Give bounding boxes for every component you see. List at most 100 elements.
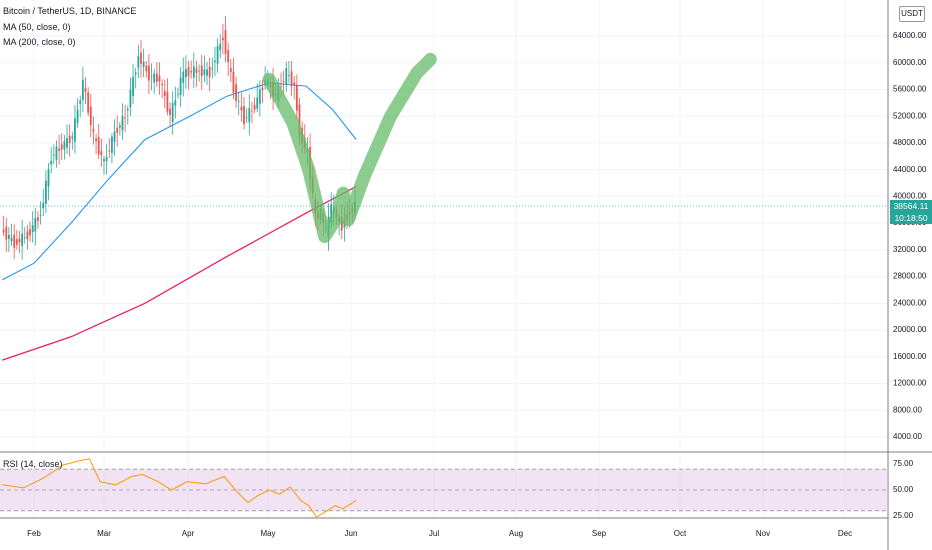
candle-body: [219, 43, 222, 51]
candle-body: [182, 71, 185, 83]
candle-body: [282, 81, 285, 82]
candle-body: [116, 127, 119, 133]
time-axis-label: Sep: [592, 529, 607, 538]
candle-body: [113, 131, 116, 142]
candle-body: [190, 70, 193, 73]
candle-body: [21, 233, 24, 246]
candle-body: [203, 69, 206, 75]
ma50-path: [2, 82, 357, 281]
price-axis-label: 4000.00: [893, 432, 922, 441]
candle-body: [118, 125, 121, 128]
candle-body: [214, 60, 216, 62]
price-axis-labels: 4000.00 8000.00 12000.00 16000.00 20000.00 24…: [893, 31, 927, 441]
time-axis-label: Oct: [674, 529, 687, 538]
candle-body: [42, 202, 45, 209]
rsi-legend[interactable]: RSI (14, close): [3, 459, 63, 469]
candle-body: [63, 141, 66, 150]
candle-body: [166, 91, 169, 112]
candle-body: [198, 70, 201, 72]
candle-body: [84, 88, 87, 92]
candle-body: [137, 56, 140, 68]
candle-body: [74, 118, 76, 142]
candle-body: [18, 238, 21, 243]
time-axis-label: Jul: [429, 529, 439, 538]
candle-body: [330, 204, 333, 223]
candle-body: [44, 180, 47, 204]
price-axis-label: 8000.00: [893, 405, 922, 414]
candle-body: [39, 214, 42, 216]
candle-body: [29, 229, 31, 236]
time-axis-label: Jun: [345, 529, 358, 538]
candle-body: [134, 72, 137, 75]
candle-body: [140, 52, 142, 64]
rsi-axis-label: 25.00: [893, 511, 914, 520]
candle-body: [37, 217, 39, 222]
price-axis-label: 48000.00: [893, 138, 927, 147]
candle-body: [92, 128, 95, 132]
candle-body: [89, 106, 92, 126]
price-axis-label: 60000.00: [893, 58, 927, 67]
candle-body: [200, 65, 203, 77]
candle-body: [76, 109, 79, 123]
candle-body: [105, 156, 108, 162]
candle-body: [79, 100, 82, 104]
currency-badge[interactable]: USDT: [899, 6, 925, 22]
candle-body: [155, 73, 158, 82]
candle-body: [55, 146, 58, 160]
candle-body: [52, 154, 55, 156]
rsi-axis-label: 75.00: [893, 459, 914, 468]
candle-body: [161, 83, 164, 86]
price-axis-label: 40000.00: [893, 192, 927, 201]
time-axis-label: Feb: [27, 529, 41, 538]
candle-body: [132, 77, 134, 96]
candle-body: [103, 159, 105, 162]
candle-body: [2, 229, 5, 233]
candle-body: [60, 144, 63, 150]
candle-body: [158, 75, 161, 82]
candle-body: [87, 92, 90, 113]
candle-body: [256, 97, 259, 109]
candle-body: [208, 66, 211, 78]
ma200-legend[interactable]: MA (200, close, 0): [3, 37, 76, 47]
candle-body: [295, 84, 298, 111]
candle-body: [184, 68, 187, 78]
hand-drawn-path[interactable]: [262, 52, 437, 243]
candle-body: [298, 104, 301, 137]
candle-body: [142, 61, 145, 67]
candle-body: [153, 73, 156, 83]
candle-body: [280, 86, 282, 88]
time-axis-labels: Feb Mar Apr May Jun Jul Aug Sep Oct Nov Dec: [27, 529, 852, 538]
candle-body: [288, 74, 290, 76]
candle-body: [66, 138, 68, 148]
price-axis-label: 20000.00: [893, 325, 927, 334]
candle-body: [95, 138, 97, 142]
candle-body: [192, 66, 195, 78]
candle-body: [23, 237, 26, 239]
candle-body: [171, 102, 174, 123]
candle-body: [253, 104, 256, 110]
drawing-path: [262, 52, 437, 243]
price-axis-label: 24000.00: [893, 298, 927, 307]
candle-body: [145, 65, 148, 72]
candle-body: [121, 115, 124, 131]
candle-body: [221, 37, 224, 41]
last-price-tag: 38564.11 10:18:50: [890, 200, 932, 224]
candle-body: [340, 216, 343, 231]
candle-body: [163, 90, 166, 97]
symbol-title[interactable]: Bitcoin / TetherUS, 1D, BINANCE: [3, 6, 137, 16]
ma50-legend[interactable]: MA (50, close, 0): [3, 22, 71, 32]
candle-body: [108, 150, 111, 152]
price-axis-label: 44000.00: [893, 165, 927, 174]
candle-body: [71, 136, 74, 139]
candle-body: [229, 68, 232, 72]
price-axis-label: 64000.00: [893, 31, 927, 40]
candle-body: [5, 226, 8, 240]
rsi-line: [2, 458, 357, 518]
candle-body: [227, 50, 230, 63]
candle-body: [100, 151, 103, 156]
candle-body: [31, 225, 34, 233]
time-axis-label: Aug: [509, 529, 523, 538]
last-price-value: 38564.11: [893, 201, 929, 211]
price-axis-label: 16000.00: [893, 352, 927, 361]
